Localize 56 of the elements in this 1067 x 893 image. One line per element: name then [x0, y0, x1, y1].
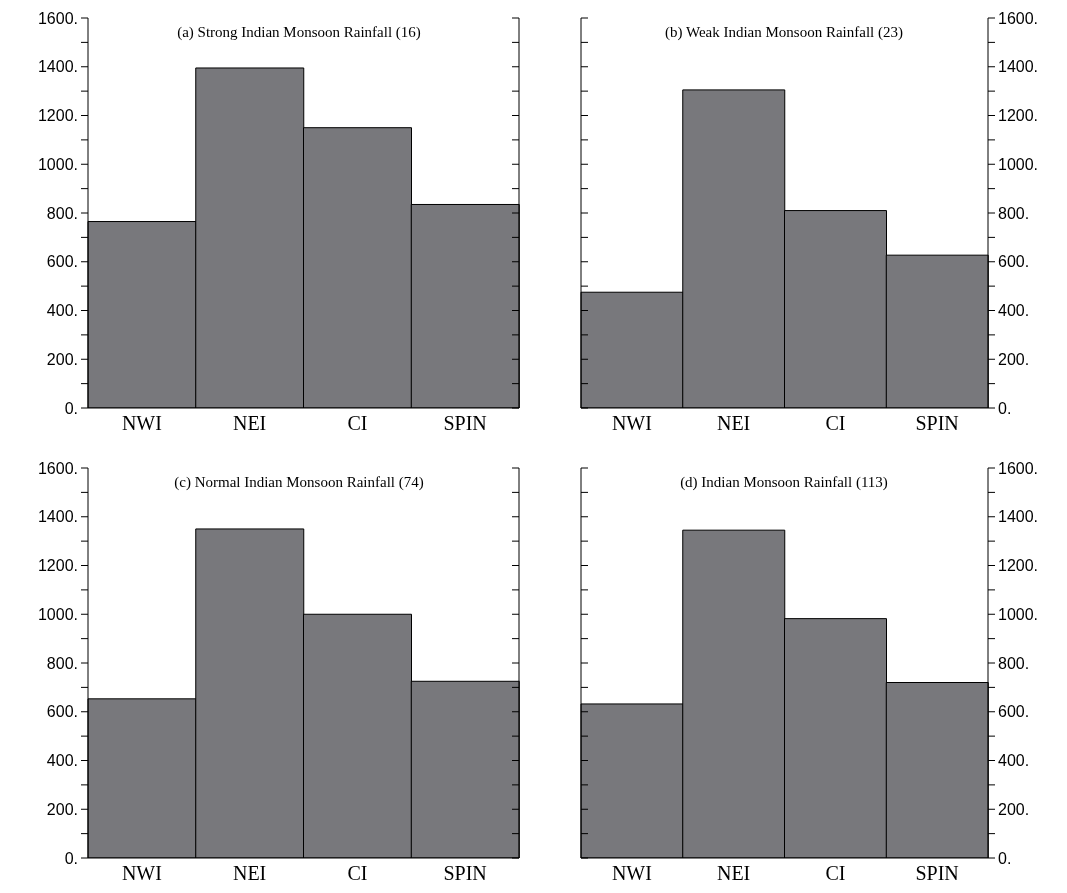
y-tick-label: 0.	[64, 849, 78, 867]
x-tick-label: NEI	[232, 412, 267, 435]
y2-tick-label: 0.	[998, 399, 1012, 417]
chart-title: (d) Indian Monsoon Rainfall (113)	[679, 474, 889, 491]
x-tick-label: SPIN	[915, 862, 959, 885]
y2-tick-label: 600.	[998, 703, 1030, 721]
y2-tick-label: 800.	[998, 204, 1030, 222]
y-tick-label: 1600.	[37, 9, 78, 27]
y-tick-label: 1400.	[37, 58, 78, 76]
x-tick-label: NWI	[121, 862, 162, 885]
x-tick-label: NEI	[716, 862, 751, 885]
y2-tick-label: 1400.	[998, 508, 1039, 526]
x-tick-label: CI	[825, 862, 846, 885]
y-tick-label: 1200.	[37, 557, 78, 575]
chart-title: (a) Strong Indian Monsoon Rainfall (16)	[176, 24, 422, 41]
y2-tick-label: 1400.	[998, 58, 1039, 76]
y-tick-label: 600.	[46, 253, 78, 271]
y2-tick-label: 1600.	[998, 9, 1039, 27]
x-tick-label: SPIN	[443, 412, 487, 435]
y2-tick-label: 1200.	[998, 557, 1039, 575]
y2-tick-label: 800.	[998, 654, 1030, 672]
y-tick-label: 600.	[46, 703, 78, 721]
y-tick-label: 1600.	[37, 459, 78, 477]
y-tick-label: 0.	[64, 399, 78, 417]
y2-tick-label: 1000.	[998, 155, 1039, 173]
y2-tick-label: 1600.	[998, 459, 1039, 477]
y2-tick-label: 1200.	[998, 107, 1039, 125]
x-tick-label: NEI	[232, 862, 267, 885]
y2-tick-label: 400.	[998, 752, 1030, 770]
y-tick-label: 200.	[46, 350, 78, 368]
y2-tick-label: 200.	[998, 350, 1030, 368]
x-tick-label: CI	[825, 412, 846, 435]
y2-tick-label: 600.	[998, 253, 1030, 271]
x-tick-label: NWI	[611, 412, 652, 435]
y-tick-label: 400.	[46, 302, 78, 320]
y-tick-label: 400.	[46, 752, 78, 770]
y2-tick-label: 400.	[998, 302, 1030, 320]
chart-title: (b) Weak Indian Monsoon Rainfall (23)	[663, 24, 904, 41]
y-tick-label: 800.	[46, 654, 78, 672]
y-tick-label: 1000.	[37, 605, 78, 623]
y2-tick-label: 0.	[998, 849, 1012, 867]
x-tick-label: NWI	[121, 412, 162, 435]
y2-tick-label: 1000.	[998, 605, 1039, 623]
x-tick-label: SPIN	[915, 412, 959, 435]
y-tick-label: 800.	[46, 204, 78, 222]
y-tick-label: 200.	[46, 800, 78, 818]
chart-title: (c) Normal Indian Monsoon Rainfall (74)	[173, 474, 425, 491]
y2-tick-label: 200.	[998, 800, 1030, 818]
x-tick-label: NEI	[716, 412, 751, 435]
x-tick-label: SPIN	[443, 862, 487, 885]
x-tick-label: CI	[347, 412, 368, 435]
y-tick-label: 1000.	[37, 155, 78, 173]
x-tick-label: CI	[347, 862, 368, 885]
y-tick-label: 1400.	[37, 508, 78, 526]
y-tick-label: 1200.	[37, 107, 78, 125]
x-tick-label: NWI	[611, 862, 652, 885]
